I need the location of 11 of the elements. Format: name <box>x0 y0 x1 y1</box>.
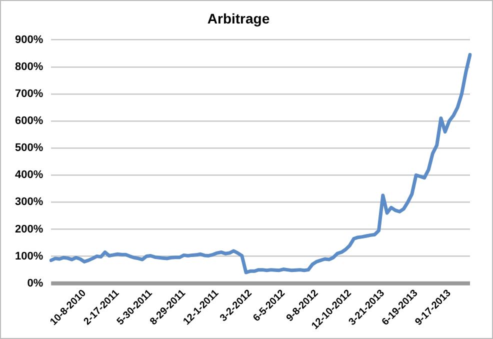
y-tick-label: 900% <box>14 34 44 46</box>
y-tick-label: 0% <box>27 277 44 290</box>
y-tick-label: 500% <box>14 142 44 154</box>
chart-title: Arbitrage <box>207 10 270 26</box>
y-tick-label: 600% <box>14 115 44 128</box>
y-tick-label: 700% <box>14 88 44 100</box>
y-tick-label: 800% <box>14 60 44 73</box>
y-tick-label: 200% <box>14 223 44 236</box>
y-tick-label: 100% <box>14 250 44 262</box>
y-tick-label: 300% <box>14 196 44 208</box>
y-tick-label: 400% <box>14 169 44 182</box>
